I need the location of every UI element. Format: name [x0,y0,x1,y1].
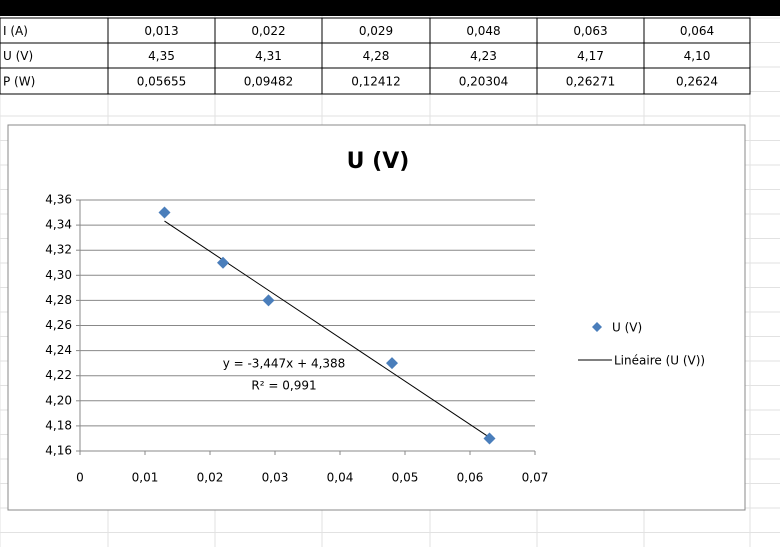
cell-text: U (V) [3,49,33,63]
x-tick-label: 0,06 [457,471,484,485]
cell-text: 0,12412 [351,75,401,89]
table-cell [0,17,109,44]
trendline [164,220,490,438]
y-tick-label: 4,32 [45,243,72,257]
x-tick-label: 0 [76,471,84,485]
cell-text: 0,26271 [566,75,616,89]
y-tick-label: 4,22 [45,368,72,382]
cell-text: 4,28 [363,49,390,63]
data-point [262,294,275,307]
cell-text: 4,31 [255,49,282,63]
cell-text: 0,022 [251,24,285,38]
chart-frame [7,124,746,511]
x-tick-label: 0,01 [132,471,159,485]
table-cell [107,67,216,95]
cell-text: 0,09482 [244,75,294,89]
y-tick-label: 4,18 [45,418,72,432]
top-bar [0,0,780,16]
cell-text: 0,048 [466,24,500,38]
trendline-equation: y = -3,447x + 4,388 [223,357,346,371]
cell-text: 4,35 [148,49,175,63]
legend-label: Linéaire (U (V)) [614,354,705,368]
y-tick-label: 4,36 [45,193,72,207]
chart: U (V) 4,16 4,18 4,20 4,22 4,24 4,26 4,28 4,30 4,… [45,149,705,485]
cell-text: P (W) [3,75,35,89]
cell-text: 4,10 [684,49,711,63]
x-tick-label: 0,03 [262,471,289,485]
table-cell [107,42,216,69]
data-point [217,256,229,269]
table-cell [536,17,645,44]
cell-text: 0,064 [680,24,714,38]
y-tick-label: 4,34 [45,218,72,232]
table-cell [214,42,323,69]
y-tick-label: 4,24 [45,343,72,357]
cell-text: 0,2624 [676,75,718,89]
table-cell [429,42,538,69]
data-point [158,206,171,219]
table: I (A) 0,013 0,022 0,029 0,048 0,063 0,064 U (V)… [0,17,751,95]
chart-title: U (V) [347,149,410,174]
cell-text: 0,013 [144,24,178,38]
cell-text: 0,029 [359,24,393,38]
table-cell [0,42,109,69]
table-cell [214,67,323,95]
y-tick-label: 4,20 [45,393,72,407]
data-point [483,432,496,445]
y-tick-label: 4,28 [45,293,72,307]
x-tick-label: 0,02 [197,471,224,485]
table-cell [643,67,751,95]
cell-text: 0,20304 [459,75,509,89]
legend-label: U (V) [612,321,642,335]
y-tick-label: 4,26 [45,318,72,332]
cell-text: 0,063 [573,24,607,38]
legend-marker [592,322,602,332]
cell-text: 0,05655 [137,75,187,89]
x-tick-label: 0,07 [522,471,549,485]
table-cell [536,67,645,95]
x-tick-label: 0,05 [392,471,419,485]
cell-text: 4,23 [470,49,497,63]
cell-text: I (A) [3,24,28,38]
table-cell [321,42,431,69]
table-cell [321,67,431,95]
y-tick-label: 4,16 [45,444,72,458]
x-tick-label: 0,04 [327,471,354,485]
trendline-r2: R² = 0,991 [251,379,316,393]
cell-text: 4,17 [577,49,604,63]
data-point [386,357,398,370]
table-cell [536,42,645,69]
table-cell [643,17,751,44]
y-tick-label: 4,30 [45,268,72,282]
